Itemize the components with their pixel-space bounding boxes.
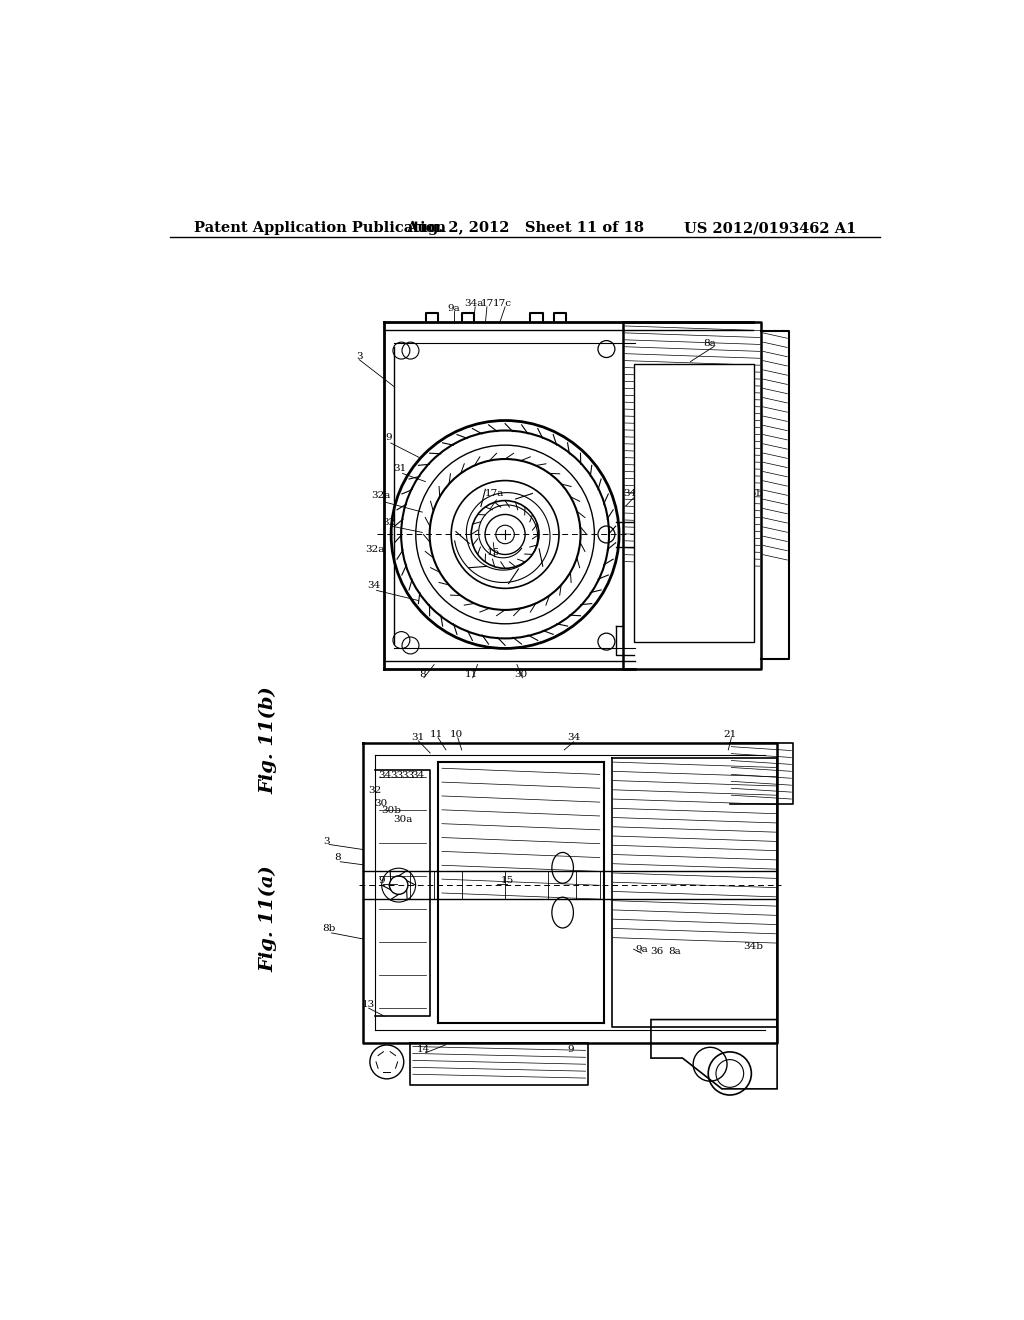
- Text: 11: 11: [430, 730, 443, 739]
- Text: 36a: 36a: [724, 515, 743, 524]
- Text: 34b: 34b: [624, 490, 644, 499]
- Text: 34: 34: [367, 581, 380, 590]
- Text: 32: 32: [369, 787, 382, 795]
- Text: 17: 17: [480, 300, 494, 309]
- Text: 32a: 32a: [372, 491, 391, 500]
- Text: Patent Application Publication: Patent Application Publication: [194, 220, 445, 235]
- Text: Fig. 11(a): Fig. 11(a): [259, 866, 278, 972]
- Text: 36b: 36b: [743, 490, 764, 499]
- Text: 30a: 30a: [393, 814, 413, 824]
- Text: 9: 9: [378, 875, 385, 884]
- Text: 8: 8: [334, 853, 340, 862]
- Text: 3: 3: [356, 352, 362, 362]
- Text: 9a: 9a: [447, 305, 460, 313]
- Text: 15: 15: [486, 548, 500, 557]
- Text: 9: 9: [567, 1045, 573, 1055]
- Text: 34: 34: [378, 771, 391, 780]
- Text: 31: 31: [393, 463, 407, 473]
- Text: 14: 14: [417, 1045, 430, 1055]
- Text: 36: 36: [650, 946, 664, 956]
- Text: US 2012/0193462 A1: US 2012/0193462 A1: [684, 220, 856, 235]
- Text: 34: 34: [412, 771, 425, 780]
- Text: 30: 30: [375, 800, 388, 808]
- Text: 8: 8: [419, 671, 426, 680]
- Text: 34: 34: [567, 733, 581, 742]
- Text: 21: 21: [723, 730, 736, 739]
- Text: 13: 13: [362, 999, 376, 1008]
- Text: 15: 15: [501, 875, 514, 884]
- Text: Fig. 11(b): Fig. 11(b): [259, 686, 278, 793]
- Text: 33: 33: [390, 771, 403, 780]
- Text: 17a: 17a: [485, 490, 505, 499]
- Text: 31: 31: [412, 733, 425, 742]
- Text: 33: 33: [401, 771, 415, 780]
- Text: 30b: 30b: [381, 807, 400, 816]
- Text: 30: 30: [514, 671, 527, 680]
- Text: 34b: 34b: [743, 941, 764, 950]
- Text: 11: 11: [465, 671, 478, 680]
- Text: 8a: 8a: [703, 339, 717, 348]
- Text: 10: 10: [450, 730, 463, 739]
- Bar: [634, 364, 754, 642]
- Text: 36: 36: [644, 499, 657, 508]
- Text: 17c: 17c: [494, 300, 512, 309]
- Text: 32a: 32a: [366, 545, 385, 554]
- Text: 8a: 8a: [669, 946, 681, 956]
- Text: 32: 32: [383, 517, 396, 527]
- Text: 8b: 8b: [323, 924, 336, 933]
- Text: 34a: 34a: [464, 300, 483, 309]
- Text: Aug. 2, 2012   Sheet 11 of 18: Aug. 2, 2012 Sheet 11 of 18: [406, 220, 644, 235]
- Text: 9a: 9a: [635, 945, 648, 953]
- Text: 9: 9: [386, 433, 392, 442]
- Text: 3: 3: [323, 837, 330, 846]
